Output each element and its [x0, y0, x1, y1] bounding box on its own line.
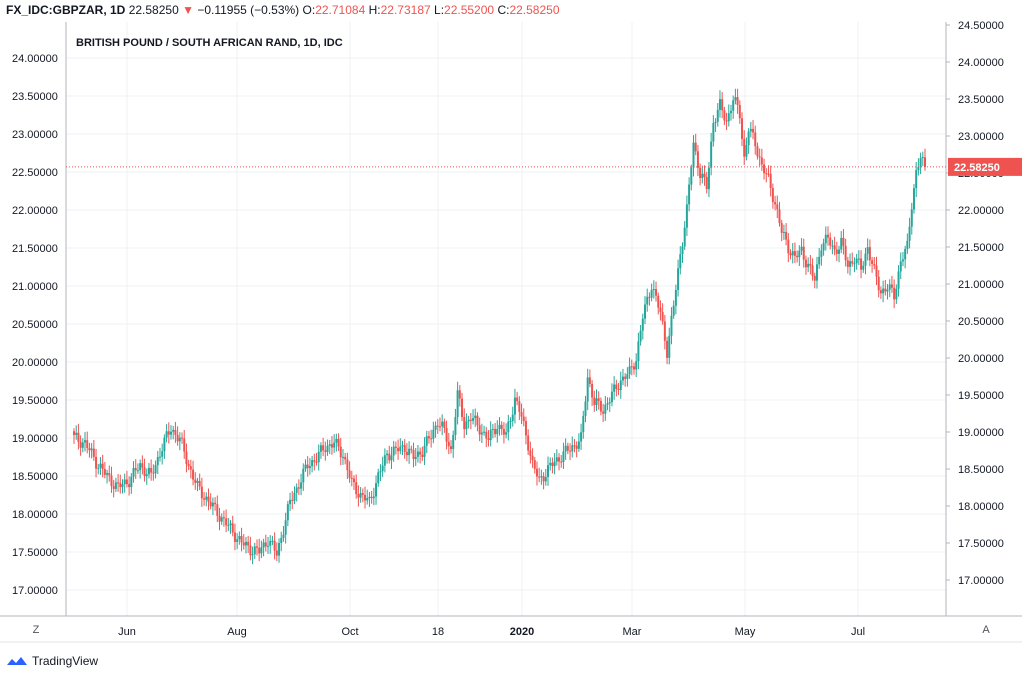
- x-tick-label: May: [735, 626, 756, 638]
- brand-label: TradingView: [32, 654, 98, 668]
- right-tick-label: 23.50000: [958, 94, 1004, 106]
- left-tick-label: 20.00000: [12, 357, 58, 369]
- candle: [913, 184, 915, 214]
- right-tick-label: 24.50000: [958, 20, 1004, 32]
- left-tick-label: 18.00000: [12, 509, 58, 521]
- brand[interactable]: TradingView: [6, 654, 98, 668]
- x-tick-label: Oct: [341, 626, 358, 638]
- auto-scale-button[interactable]: A: [978, 622, 994, 638]
- left-tick-label: 17.00000: [12, 585, 58, 597]
- right-tick-label: 18.00000: [958, 501, 1004, 513]
- left-tick-label: 19.00000: [12, 433, 58, 445]
- right-tick-label: 19.00000: [958, 427, 1004, 439]
- right-tick-label: 20.50000: [958, 316, 1004, 328]
- right-tick-label: 23.00000: [958, 131, 1004, 143]
- left-tick-label: 22.00000: [12, 205, 58, 217]
- left-tick-label: 23.50000: [12, 91, 58, 103]
- right-tick-label: 17.00000: [958, 575, 1004, 587]
- left-tick-label: 22.50000: [12, 167, 58, 179]
- x-tick-label: Aug: [227, 626, 247, 638]
- left-tick-label: 21.50000: [12, 243, 58, 255]
- right-tick-label: 22.00000: [958, 205, 1004, 217]
- left-tick-label: 17.50000: [12, 547, 58, 559]
- tradingview-logo-icon: [6, 655, 28, 667]
- x-tick-label: 2020: [510, 626, 534, 638]
- left-tick-label: 23.00000: [12, 129, 58, 141]
- right-tick-label: 18.50000: [958, 464, 1004, 476]
- x-tick-label: Jun: [118, 626, 136, 638]
- x-tick-label: Mar: [623, 626, 642, 638]
- right-tick-label: 24.00000: [958, 57, 1004, 69]
- chart-title: BRITISH POUND / SOUTH AFRICAN RAND, 1D, …: [76, 37, 343, 49]
- right-tick-label: 20.00000: [958, 353, 1004, 365]
- right-tick-label: 17.50000: [958, 538, 1004, 550]
- right-tick-label: 19.50000: [958, 390, 1004, 402]
- left-tick-label: 20.50000: [12, 319, 58, 331]
- left-tick-label: 24.00000: [12, 53, 58, 65]
- log-scale-toggle-button[interactable]: Z: [28, 622, 44, 638]
- left-tick-label: 19.50000: [12, 395, 58, 407]
- last-price-badge-label: 22.58250: [954, 162, 1000, 174]
- right-tick-label: 21.50000: [958, 242, 1004, 254]
- x-tick-label: Jul: [851, 626, 865, 638]
- left-tick-label: 18.50000: [12, 471, 58, 483]
- left-tick-label: 21.00000: [12, 281, 58, 293]
- x-tick-label: 18: [432, 626, 444, 638]
- right-tick-label: 21.00000: [958, 279, 1004, 291]
